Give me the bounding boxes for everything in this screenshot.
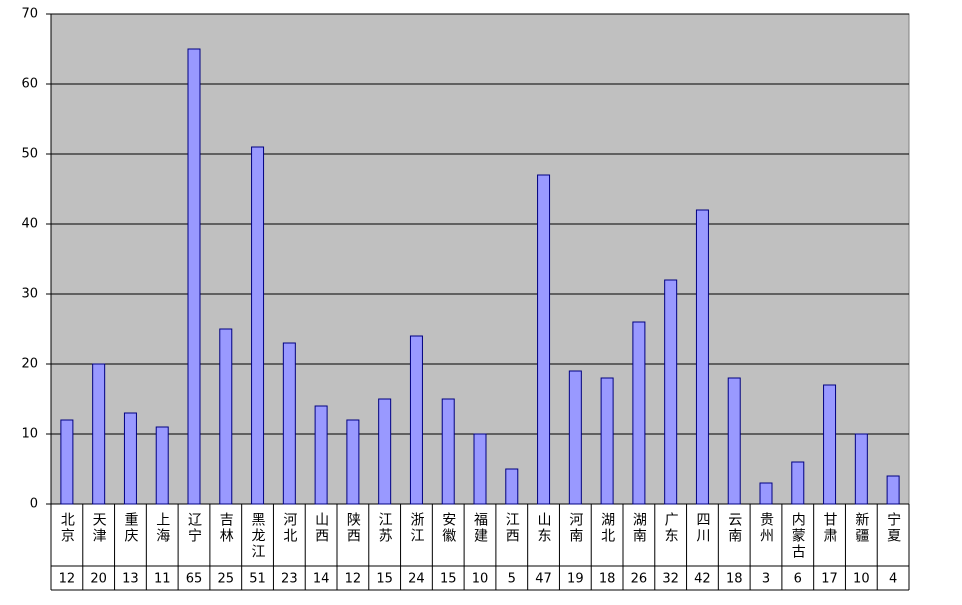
table-value: 18: [726, 572, 743, 587]
table-value: 15: [440, 572, 457, 587]
x-tick-label: 云南: [726, 512, 742, 544]
bar: [60, 419, 74, 505]
x-tick-label: 安徽: [440, 512, 456, 544]
x-tick-label: 江苏: [377, 512, 393, 544]
y-tick-label: 30: [21, 287, 38, 302]
x-tick-label: 甘肃: [822, 512, 838, 544]
y-tick-label: 60: [21, 77, 38, 92]
x-tick-label: 吉林: [218, 512, 234, 544]
table-value: 11: [154, 572, 171, 587]
x-tick-label: 陕西: [345, 512, 361, 544]
bar: [123, 412, 137, 505]
bar: [219, 328, 233, 505]
bar: [727, 377, 741, 505]
x-tick-label: 辽宁: [186, 512, 202, 544]
bar: [791, 461, 805, 505]
bar: [378, 398, 392, 505]
bar: [314, 405, 328, 505]
bar: [600, 377, 614, 505]
x-tick-label: 山西: [313, 512, 329, 544]
table-value: 12: [345, 572, 362, 587]
bar: [505, 468, 519, 505]
table-value: 14: [313, 572, 330, 587]
x-tick-label: 河南: [567, 512, 583, 544]
x-tick-label: 山东: [536, 512, 552, 544]
table-value: 19: [567, 572, 584, 587]
table-value: 24: [408, 572, 425, 587]
x-tick-label: 广东: [663, 512, 679, 544]
y-tick-label: 40: [21, 217, 38, 232]
bar: [632, 321, 646, 505]
table-value: 18: [599, 572, 616, 587]
x-tick-label: 宁夏: [885, 511, 901, 544]
x-tick-label: 上海: [154, 512, 170, 544]
x-tick-label: 黑龙江: [250, 512, 266, 560]
table-value: 15: [376, 572, 393, 587]
table-value: 51: [249, 572, 266, 587]
bar: [854, 433, 868, 505]
x-tick-label: 河北: [281, 512, 297, 544]
bar: [568, 370, 582, 505]
table-value: 12: [59, 572, 76, 587]
table-value: 4: [889, 572, 897, 587]
x-tick-label: 福建: [472, 512, 488, 544]
bar: [759, 482, 773, 505]
x-tick-label: 浙江: [408, 512, 424, 544]
bar: [823, 384, 837, 505]
y-tick-label: 10: [21, 427, 38, 442]
x-tick-label: 贵州: [758, 512, 774, 544]
table-value: 10: [472, 572, 489, 587]
bar: [695, 209, 709, 505]
table-value: 25: [218, 572, 235, 587]
bar: [441, 398, 455, 505]
bar: [346, 419, 360, 505]
table-value: 17: [821, 572, 838, 587]
bar: [282, 342, 296, 505]
y-tick-label: 0: [30, 497, 38, 512]
x-tick-label: 新疆: [853, 512, 869, 544]
bar: [664, 279, 678, 505]
x-tick-label: 湖北: [599, 512, 615, 544]
y-tick-label: 50: [21, 147, 38, 162]
plot-area: [50, 13, 910, 505]
bar: [537, 174, 551, 505]
table-value: 26: [631, 572, 648, 587]
bar: [92, 363, 106, 505]
table-value: 10: [853, 572, 870, 587]
bar: [187, 48, 201, 505]
table-value: 65: [186, 572, 203, 587]
y-tick-label: 70: [21, 7, 38, 22]
table-value: 23: [281, 572, 298, 587]
bar: [251, 146, 265, 505]
table-value: 13: [122, 572, 139, 587]
bar: [155, 426, 169, 505]
bar: [473, 433, 487, 505]
table-value: 3: [762, 572, 770, 587]
table-value: 32: [662, 572, 679, 587]
x-tick-label: 江西: [504, 512, 520, 544]
table-value: 20: [90, 572, 107, 587]
x-tick-label: 重庆: [122, 512, 138, 544]
x-tick-label: 湖南: [631, 512, 647, 544]
table-value: 5: [508, 572, 516, 587]
bar: [409, 335, 423, 505]
x-tick-label: 天津: [91, 512, 107, 544]
x-tick-label: 四川: [694, 512, 710, 544]
table-value: 42: [694, 572, 711, 587]
table-value: 47: [535, 572, 552, 587]
x-tick-label: 内蒙古: [790, 512, 806, 560]
table-value: 6: [794, 572, 802, 587]
x-tick-label: 北京: [59, 512, 75, 544]
y-tick-label: 20: [21, 357, 38, 372]
bar: [886, 475, 900, 505]
